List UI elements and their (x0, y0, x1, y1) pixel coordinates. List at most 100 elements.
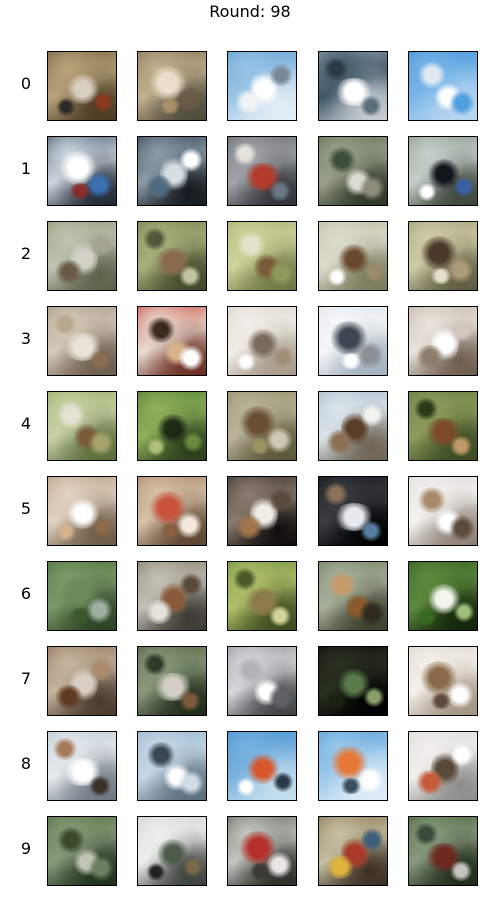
row-label: 3 (14, 329, 38, 349)
sample-image (47, 136, 117, 206)
image-blob (146, 742, 176, 768)
sample-image (318, 306, 388, 376)
grid-row-2: 2 (0, 221, 500, 291)
image-blob (178, 770, 204, 796)
image-blob (142, 653, 168, 675)
image-blob (52, 738, 78, 760)
image-blob (413, 398, 439, 420)
figure-title: Round: 98 (0, 3, 500, 21)
image-blob (359, 96, 383, 116)
image-blob (361, 402, 383, 428)
image-blob (327, 693, 347, 711)
row-label: 7 (14, 669, 38, 689)
image-blob (68, 608, 92, 624)
sample-image (137, 306, 207, 376)
sample-image (318, 731, 388, 801)
sample-image (137, 731, 207, 801)
image-blob (325, 430, 355, 454)
image-blob (236, 353, 256, 371)
image-blob (54, 260, 84, 284)
image-blob (232, 568, 258, 590)
sample-image (318, 476, 388, 546)
image-blob (451, 317, 473, 343)
row-label: 8 (14, 754, 38, 774)
sample-image (227, 646, 297, 716)
row-label: 9 (14, 839, 38, 859)
image-blob (413, 823, 439, 845)
image-blob (90, 657, 112, 683)
image-blob (449, 861, 473, 881)
image-blob (180, 572, 202, 598)
sample-image (137, 561, 207, 631)
image-blob (92, 92, 114, 112)
sample-image (137, 391, 207, 461)
sample-image (227, 136, 297, 206)
sample-image (318, 221, 388, 291)
image-blob (270, 62, 292, 88)
image-blob (268, 685, 294, 711)
sample-image (408, 731, 478, 801)
image-blob (327, 147, 357, 173)
sample-image (408, 391, 478, 461)
sample-image (137, 476, 207, 546)
image-blob (363, 262, 385, 282)
grid-row-0: 0 (0, 51, 500, 121)
image-blob (178, 266, 202, 286)
sample-image (47, 561, 117, 631)
grid-row-4: 4 (0, 391, 500, 461)
grid-row-9: 9 (0, 816, 500, 886)
image-blob (56, 523, 76, 541)
image-blob (146, 317, 176, 343)
image-blob (325, 855, 355, 879)
image-blob (146, 863, 166, 881)
sample-image (47, 731, 117, 801)
sample-image (47, 221, 117, 291)
sample-image (137, 51, 207, 121)
image-blob (232, 143, 258, 165)
image-blob (429, 268, 453, 284)
row-label: 4 (14, 414, 38, 434)
sample-image (47, 51, 117, 121)
image-blob (327, 268, 347, 286)
image-blob (453, 602, 475, 622)
sample-image (137, 816, 207, 886)
image-blob (178, 691, 202, 711)
image-blob (92, 517, 114, 537)
sample-image (408, 561, 478, 631)
sample-image (137, 646, 207, 716)
sample-image (318, 646, 388, 716)
sample-image (408, 221, 478, 291)
sample-image (318, 561, 388, 631)
image-blob (339, 778, 363, 794)
image-blob (449, 436, 473, 456)
image-blob (88, 855, 114, 881)
sample-image (318, 391, 388, 461)
sample-image (227, 476, 297, 546)
row-label: 6 (14, 584, 38, 604)
image-blob (451, 742, 473, 768)
image-blob (449, 515, 475, 541)
image-blob (323, 483, 349, 505)
sample-image (47, 646, 117, 716)
sample-image (408, 136, 478, 206)
sample-image (47, 476, 117, 546)
grid-row-1: 1 (0, 136, 500, 206)
sample-image (227, 391, 297, 461)
image-blob (68, 183, 92, 199)
image-blob (449, 90, 475, 116)
sample-image (227, 816, 297, 886)
image-blob (182, 432, 204, 452)
grid-row-3: 3 (0, 306, 500, 376)
image-blob (363, 687, 385, 707)
image-blob (88, 776, 112, 796)
sample-image (47, 816, 117, 886)
sample-image (137, 136, 207, 206)
image-blob (234, 515, 264, 539)
grid-row-8: 8 (0, 731, 500, 801)
image-blob (88, 351, 112, 371)
image-blob (248, 863, 272, 879)
image-blob (90, 232, 112, 258)
image-blob (146, 438, 166, 456)
sample-image (137, 221, 207, 291)
sample-image (408, 51, 478, 121)
